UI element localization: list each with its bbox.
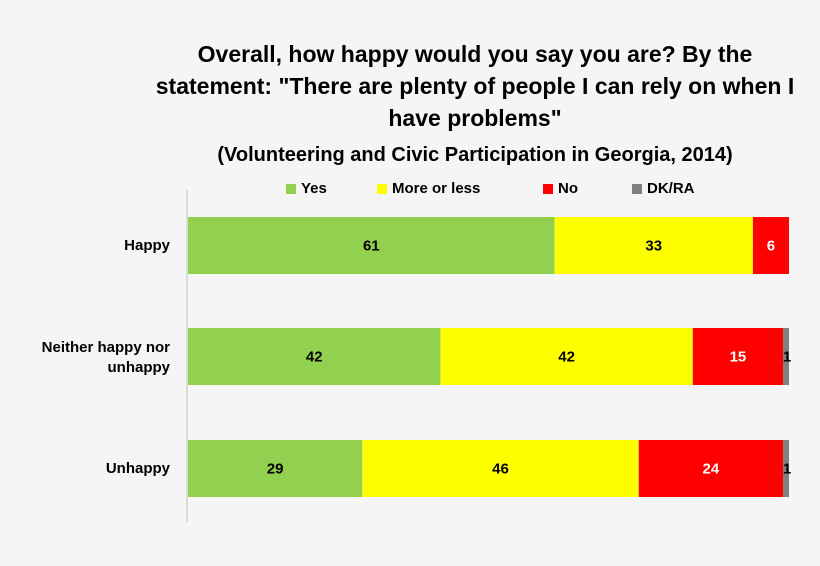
legend-item-dkra: DK/RA xyxy=(632,180,695,197)
legend: Yes More or less No DK/RA xyxy=(0,180,820,200)
data-label: 33 xyxy=(645,238,662,255)
legend-item-yes: Yes xyxy=(286,180,327,197)
legend-swatch xyxy=(632,183,642,194)
bar-segment xyxy=(638,440,783,497)
bar-segment xyxy=(782,328,789,385)
category-label: Happy xyxy=(124,237,170,254)
data-label: 42 xyxy=(558,349,575,366)
bar-segment xyxy=(188,328,441,385)
data-label: 24 xyxy=(703,461,720,478)
category-label: Unhappy xyxy=(105,460,170,477)
legend-item-more-or-less: More or less xyxy=(377,180,480,197)
legend-swatch xyxy=(543,183,553,194)
category-label: Neither happy nor unhappy xyxy=(41,339,170,376)
data-label: 15 xyxy=(730,349,747,366)
data-label: 1 xyxy=(783,349,791,366)
data-label: 42 xyxy=(306,349,323,366)
chart-title: Overall, how happy would you say you are… xyxy=(155,41,795,131)
legend-label: DK/RA xyxy=(647,180,695,197)
bar-segment xyxy=(752,217,789,274)
chart-subtitle: (Volunteering and Civic Participation in… xyxy=(217,144,733,166)
bar-segment xyxy=(692,328,783,385)
legend-swatch xyxy=(286,183,296,194)
legend-label: Yes xyxy=(301,180,327,197)
bar-segment xyxy=(188,440,363,497)
bar-segment xyxy=(188,217,555,274)
data-label: 29 xyxy=(267,461,284,478)
legend-label: No xyxy=(558,180,578,197)
data-label: 1 xyxy=(783,461,791,478)
legend-item-no: No xyxy=(543,180,578,197)
bar-segment xyxy=(440,328,693,385)
data-label: 6 xyxy=(767,238,775,255)
data-label: 61 xyxy=(363,238,380,255)
legend-swatch xyxy=(377,183,387,194)
legend-label: More or less xyxy=(392,180,481,197)
bar-segment xyxy=(362,440,639,497)
data-label: 46 xyxy=(492,461,509,478)
bar-segment xyxy=(782,440,789,497)
bar-segment xyxy=(554,217,753,274)
